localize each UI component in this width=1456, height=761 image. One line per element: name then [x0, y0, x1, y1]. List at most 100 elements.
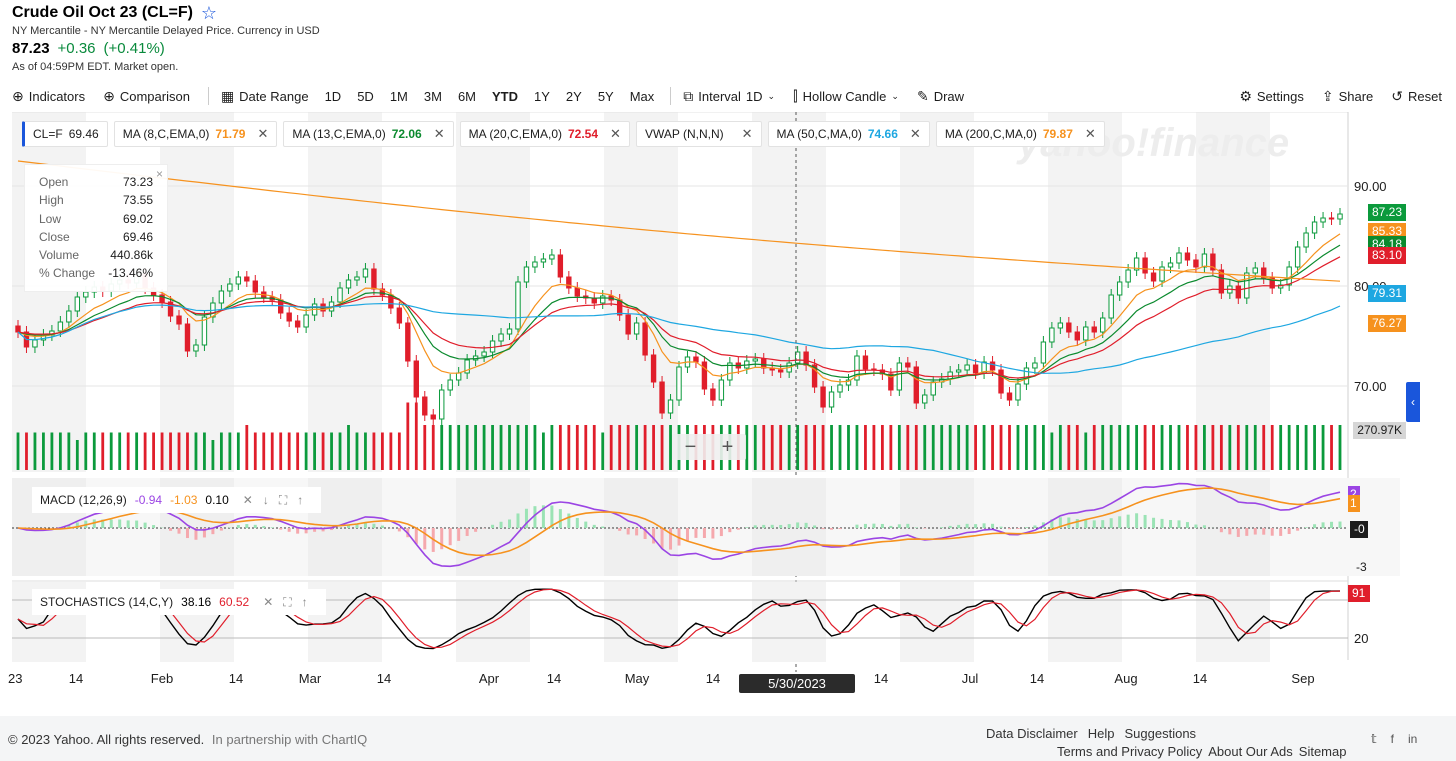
- close-icon[interactable]: ×: [155, 167, 163, 181]
- footer-links-row1: Data Disclaimer Help Suggestions: [986, 726, 1196, 741]
- macd-histogram-bar: [1126, 514, 1130, 528]
- macd-histogram-bar: [957, 524, 961, 528]
- macd-histogram-bar: [1135, 513, 1139, 528]
- footer-link[interactable]: Suggestions: [1124, 726, 1197, 741]
- footer-link[interactable]: Sitemap: [1298, 744, 1347, 759]
- candle-body: [1125, 269, 1131, 283]
- volume-bar: [1152, 425, 1155, 470]
- volume-bar: [262, 432, 266, 470]
- range-1m[interactable]: 1M: [389, 88, 408, 104]
- range-ytd[interactable]: YTD: [492, 88, 518, 104]
- indicators-button[interactable]: ⊕ Indicators: [12, 88, 85, 105]
- zoom-in-button[interactable]: +: [721, 435, 734, 458]
- divider: [670, 87, 672, 105]
- x-tick-label: 14: [1193, 671, 1207, 686]
- range-1d[interactable]: 1D: [324, 88, 342, 104]
- reset-button[interactable]: ↺ Reset: [1391, 88, 1442, 105]
- zoom-out-button[interactable]: −: [684, 435, 697, 458]
- candle-body: [888, 373, 894, 391]
- date-range-button[interactable]: ▦ Date Range: [221, 88, 309, 105]
- volume-bar: [1330, 425, 1333, 470]
- candle-body: [1184, 252, 1191, 261]
- facebook-icon[interactable]: f: [1390, 732, 1394, 746]
- draw-button[interactable]: ✎ Draw: [917, 88, 964, 105]
- tooltip-row: Open 73.23: [39, 173, 153, 191]
- footer-link[interactable]: About Our Ads: [1208, 744, 1293, 759]
- study-chip[interactable]: MA (8,C,EMA,0) 71.79 ✕: [113, 121, 278, 147]
- volume-bar: [1321, 425, 1325, 470]
- settings-button[interactable]: ⚙ Settings: [1239, 88, 1304, 105]
- copyright-text: © 2023 Yahoo. All rights reserved.: [8, 732, 205, 747]
- study-chip[interactable]: MA (50,C,MA,0) 74.66 ✕: [767, 121, 930, 147]
- chart-area[interactable]: 70.0080.0090.00yahoo!finance-3202314Feb1…: [0, 111, 1456, 702]
- study-controls-icons[interactable]: ✕↓⛶↑: [242, 492, 314, 507]
- footer-link[interactable]: Terms and Privacy Policy: [1057, 744, 1203, 759]
- share-icon: ⇪: [1321, 88, 1334, 104]
- volume-bar: [1092, 425, 1096, 470]
- footer-link[interactable]: Help: [1087, 726, 1115, 741]
- close-icon[interactable]: ✕: [433, 126, 445, 141]
- macd-histogram-bar: [982, 523, 986, 528]
- macd-histogram-bar: [1160, 518, 1164, 528]
- macd-histogram-bar: [584, 521, 588, 528]
- close-icon[interactable]: ✕: [610, 126, 621, 141]
- close-icon[interactable]: ✕: [1084, 126, 1096, 141]
- volume-bar: [1186, 425, 1189, 470]
- range-3m[interactable]: 3M: [423, 88, 442, 104]
- close-icon[interactable]: ✕: [741, 126, 753, 141]
- comparison-button[interactable]: ⊕ Comparison: [103, 88, 190, 105]
- range-max[interactable]: Max: [629, 88, 655, 104]
- collapse-panel-button[interactable]: ‹: [1406, 382, 1420, 422]
- linkedin-icon[interactable]: in: [1407, 732, 1418, 746]
- macd-histogram-bar: [567, 513, 571, 528]
- volume-bar: [101, 432, 105, 470]
- study-chip[interactable]: CL=F 69.46: [22, 121, 108, 147]
- range-2y[interactable]: 2Y: [565, 88, 582, 104]
- close-icon[interactable]: ✕: [909, 126, 921, 141]
- volume-bar: [830, 425, 833, 470]
- macd-histogram-bar: [660, 528, 664, 549]
- ma13-line: [17, 244, 1341, 381]
- volume-bar: [491, 425, 494, 470]
- plus-circle-icon: ⊕: [103, 87, 115, 104]
- volume-bar: [1236, 425, 1240, 470]
- volume-bar: [1338, 425, 1342, 470]
- volume-bar: [118, 432, 122, 470]
- chart-type-button[interactable]: ⫿ Hollow Candle ⌄: [793, 88, 899, 105]
- macd-histogram-bar: [762, 524, 766, 528]
- study-chip[interactable]: MA (20,C,EMA,0) 72.54 ✕: [459, 121, 630, 147]
- study-chip[interactable]: MA (13,C,EMA,0) 72.06 ✕: [283, 121, 454, 147]
- close-icon[interactable]: ✕: [257, 126, 269, 141]
- footer: © 2023 Yahoo. All rights reserved. In pa…: [0, 716, 1456, 761]
- volume-bar: [1203, 425, 1206, 470]
- range-5d[interactable]: 5D: [357, 88, 374, 104]
- share-button[interactable]: ⇪ Share: [1322, 88, 1373, 105]
- range-6m[interactable]: 6M: [457, 88, 476, 104]
- range-1y[interactable]: 1Y: [534, 88, 550, 104]
- study-controls-icons[interactable]: ✕⛶↑: [263, 594, 318, 609]
- star-icon[interactable]: ☆: [200, 2, 218, 23]
- macd-histogram-bar: [330, 528, 334, 531]
- study-chip[interactable]: MA (200,C,MA,0) 79.87 ✕: [935, 121, 1105, 147]
- macd-histogram-bar: [101, 519, 105, 528]
- volume-bar: [296, 432, 300, 470]
- macd-histogram-bar: [67, 524, 71, 528]
- study-chip[interactable]: VWAP (N,N,N) ✕: [635, 121, 762, 147]
- macd-histogram-bar: [863, 523, 867, 528]
- volume-bar: [584, 425, 588, 470]
- interval-button[interactable]: ⧉ Interval 1D ⌄: [683, 88, 775, 105]
- chart-svg[interactable]: 70.0080.0090.00yahoo!finance-3202314Feb1…: [0, 111, 1456, 702]
- macd-histogram-bar: [880, 523, 884, 528]
- candle-body: [574, 287, 581, 297]
- range-5y[interactable]: 5Y: [597, 88, 614, 104]
- macd-histogram-bar: [202, 528, 206, 538]
- twitter-icon[interactable]: 𝕥: [1371, 732, 1377, 746]
- study-value: 71.79: [215, 127, 246, 141]
- macd-histogram-bar: [355, 523, 359, 528]
- macd-histogram-bar: [440, 528, 444, 550]
- volume-bar: [745, 425, 749, 470]
- macd-histogram-bar: [948, 525, 952, 528]
- volume-bar: [813, 425, 816, 470]
- footer-link[interactable]: Data Disclaimer: [986, 726, 1078, 741]
- volume-bar: [660, 425, 664, 470]
